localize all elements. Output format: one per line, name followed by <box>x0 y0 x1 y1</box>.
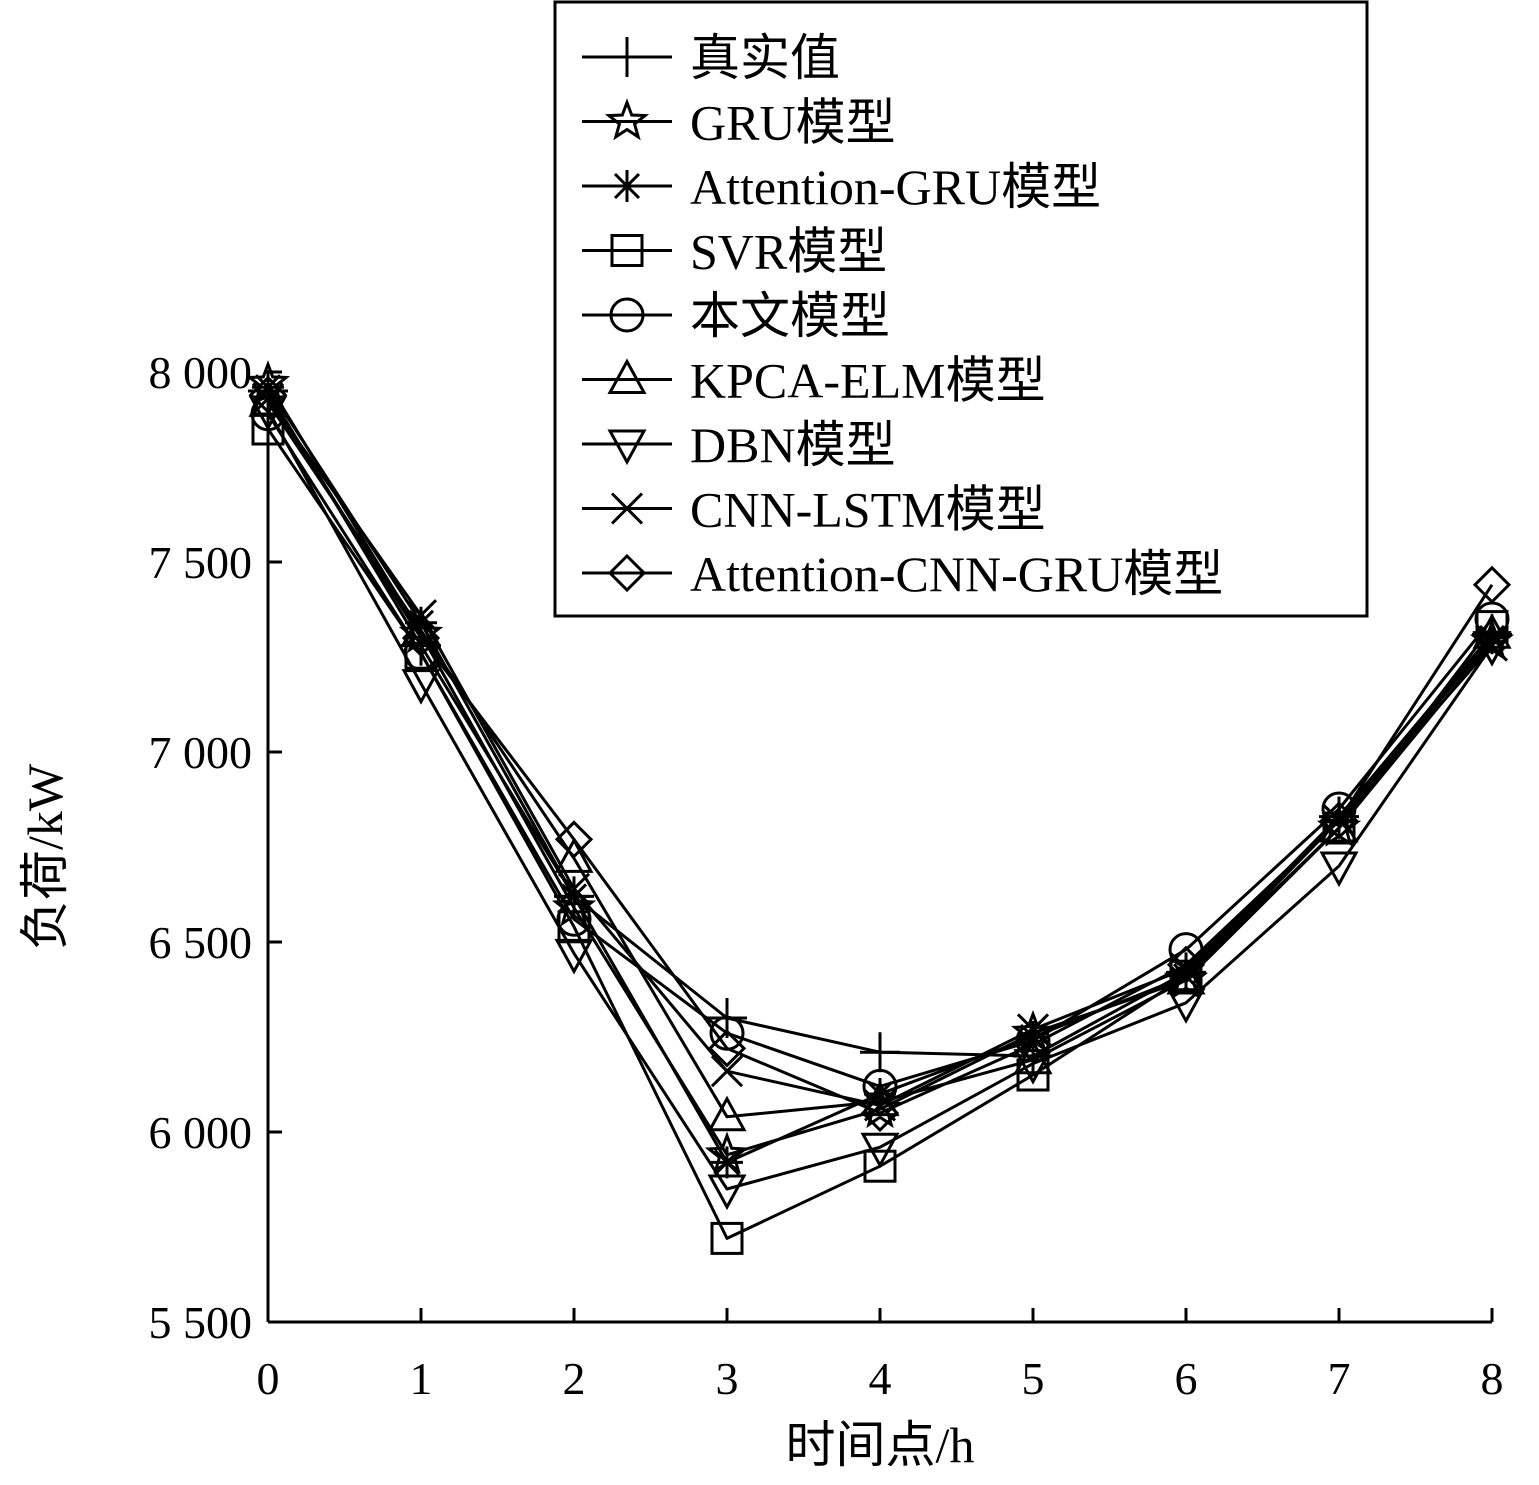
diamond-marker <box>554 820 594 859</box>
x-tick-label: 4 <box>869 1353 892 1404</box>
asterisk-marker <box>1476 622 1508 654</box>
triangle-up-marker <box>1319 806 1359 843</box>
triangle-down-marker <box>401 669 441 705</box>
circle-marker <box>609 297 645 333</box>
diamond-marker <box>607 553 647 593</box>
asterisk-marker <box>558 880 590 913</box>
legend-label: Attention-GRU模型 <box>690 159 1101 215</box>
triangle-down-marker <box>860 1132 900 1169</box>
y-tick-label: 8 000 <box>149 347 253 398</box>
x-tick-label: 1 <box>410 1353 433 1404</box>
triangle-up-marker <box>707 1095 747 1132</box>
circle-marker <box>1015 1023 1051 1059</box>
diamond-marker <box>1319 801 1359 840</box>
x-tick-label: 3 <box>716 1353 739 1404</box>
triangle-down-marker <box>1166 988 1206 1024</box>
series-layer <box>245 360 1515 1255</box>
x-tick-label: 5 <box>1022 1353 1045 1404</box>
legend-item: 本文模型 <box>582 288 890 344</box>
legend-item: SVR模型 <box>582 224 887 280</box>
triangle-up-marker <box>554 837 594 873</box>
diamond-marker <box>1013 1025 1053 1064</box>
y-axis-title: 负荷/kW <box>17 763 73 950</box>
diamond-marker <box>401 618 441 658</box>
plot-area: 5 500 6 000 6 500 7 000 7 500 8 000 0 1 2 3 4 5 6 7 8 <box>149 347 1515 1404</box>
x-tick-label: 6 <box>1175 1353 1198 1404</box>
diamond-marker <box>1166 945 1206 984</box>
legend-item: CNN-LSTM模型 <box>582 482 1046 538</box>
legend-item: 真实值 <box>582 30 840 86</box>
y-tick-label: 6 500 <box>149 917 253 968</box>
y-tick-label: 5 500 <box>149 1297 253 1348</box>
x-axis-ticks: 0 1 2 3 4 5 6 7 8 <box>257 1308 1504 1404</box>
asterisk-marker <box>1017 1021 1049 1053</box>
x-tick-label: 8 <box>1481 1353 1504 1404</box>
series-8 <box>248 375 1512 1133</box>
triangle-down-marker <box>707 1174 747 1211</box>
x-marker <box>557 872 591 905</box>
legend-item: Attention-CNN-GRU模型 <box>582 546 1223 602</box>
triangle-up-marker <box>607 358 647 394</box>
y-tick-label: 7 500 <box>149 537 253 588</box>
legend-item: DBN模型 <box>582 417 896 473</box>
x-marker <box>610 492 644 525</box>
square-marker <box>710 1221 744 1255</box>
legend-item: KPCA-ELM模型 <box>582 353 1046 409</box>
triangle-up-marker <box>860 1080 900 1117</box>
x-marker <box>404 599 438 632</box>
plus-marker <box>607 37 647 77</box>
legend-label: CNN-LSTM模型 <box>690 482 1046 538</box>
legend-item: Attention-GRU模型 <box>582 159 1101 215</box>
square-marker <box>863 1149 897 1183</box>
diamond-marker <box>707 1029 747 1068</box>
series-line <box>266 409 1494 1191</box>
legend-label: SVR模型 <box>690 224 887 280</box>
x-axis-title: 时间点/h <box>786 1417 975 1473</box>
triangle-down-marker <box>1013 1049 1053 1085</box>
legend-item: GRU模型 <box>582 95 896 151</box>
y-tick-label: 7 000 <box>149 727 253 778</box>
asterisk-marker <box>711 1146 743 1179</box>
star-marker <box>604 98 650 141</box>
x-tick-label: 0 <box>257 1353 280 1404</box>
x-marker <box>863 1089 897 1122</box>
legend-label: 本文模型 <box>690 288 890 344</box>
square-marker <box>610 234 644 267</box>
asterisk-marker <box>611 170 643 202</box>
x-marker <box>1475 629 1509 662</box>
legend-label: DBN模型 <box>690 417 896 473</box>
triangle-down-marker <box>1472 631 1512 667</box>
x-tick-label: 2 <box>563 1353 586 1404</box>
plus-marker <box>860 1032 900 1073</box>
triangle-down-marker <box>1319 851 1359 888</box>
x-tick-label: 7 <box>1328 1353 1351 1404</box>
x-marker <box>710 1055 744 1088</box>
y-axis-ticks: 5 500 6 000 6 500 7 000 7 500 8 000 <box>149 347 282 1348</box>
triangle-up-marker <box>1013 1038 1053 1075</box>
legend-box <box>553 0 1369 618</box>
legend-label: Attention-CNN-GRU模型 <box>690 546 1223 602</box>
series-6 <box>248 395 1512 1211</box>
series-line <box>266 394 1494 1115</box>
diamond-marker <box>248 375 288 414</box>
legend-label: KPCA-ELM模型 <box>690 353 1046 409</box>
triangle-down-marker <box>554 938 594 975</box>
legend-label: GRU模型 <box>690 95 896 151</box>
y-tick-label: 6 000 <box>149 1107 253 1158</box>
triangle-up-marker <box>248 381 288 417</box>
diamond-marker <box>860 1093 900 1133</box>
legend-label: 真实值 <box>690 30 840 86</box>
diamond-marker <box>1472 565 1512 604</box>
circle-marker <box>556 901 592 937</box>
triangle-down-marker <box>607 429 647 466</box>
